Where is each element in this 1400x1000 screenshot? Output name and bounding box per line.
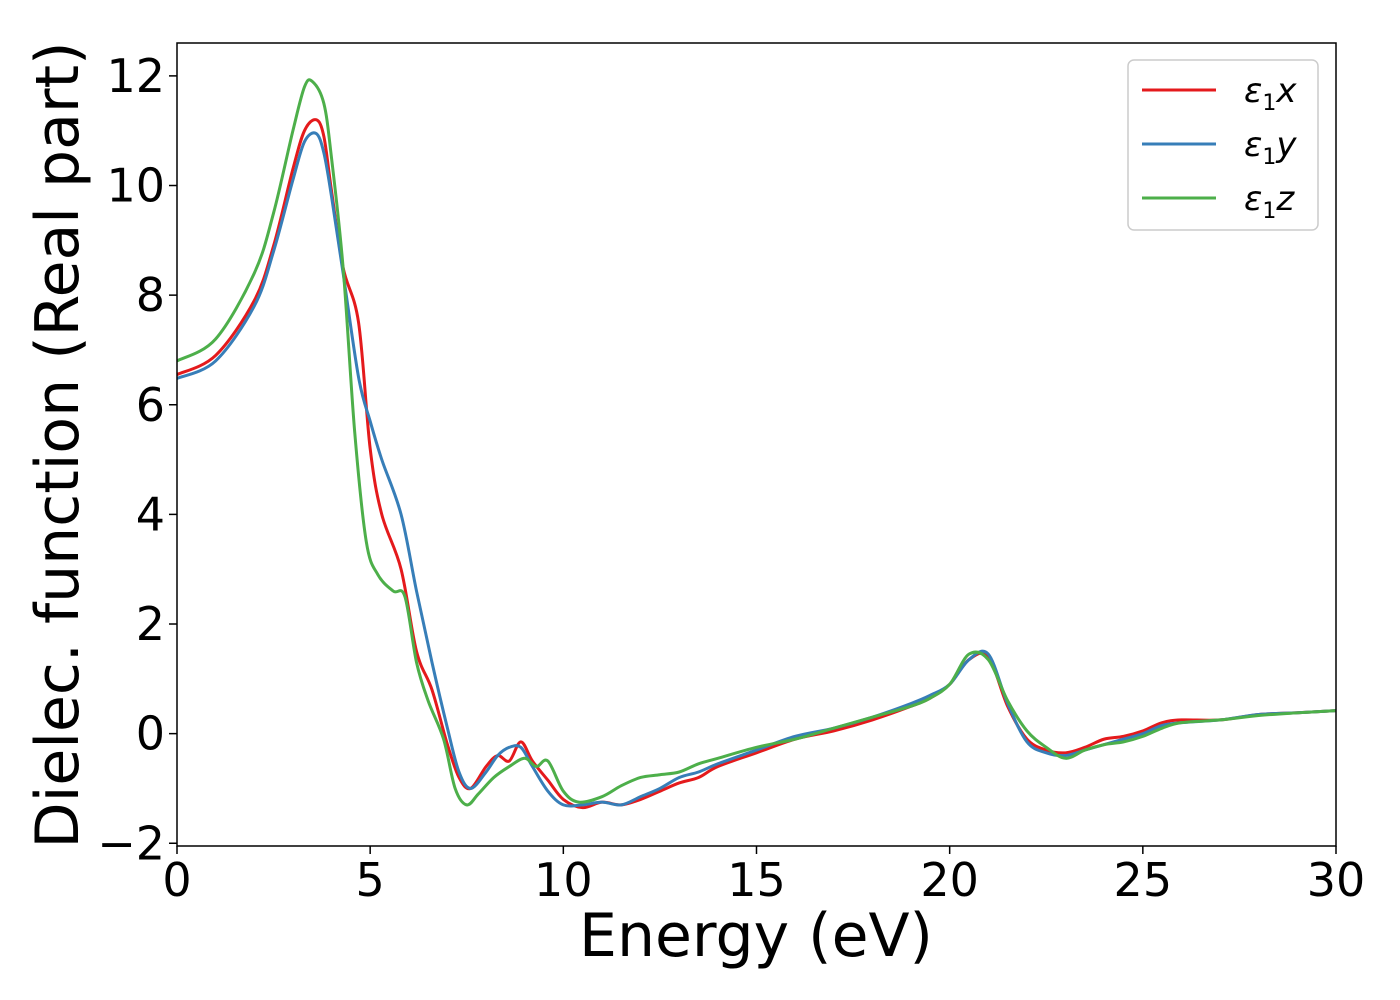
x-axis: 0 5 10 15 20 25 30 — [162, 846, 1365, 907]
x-tick-label: 30 — [1307, 853, 1366, 907]
legend: ε1x ε1y ε1z — [1127, 59, 1319, 231]
series-layer — [177, 78, 1336, 810]
x-tick-label: 25 — [1114, 853, 1173, 907]
y-tick-label: 0 — [136, 707, 165, 761]
series-line-z — [177, 78, 1336, 807]
y-tick-label: 6 — [136, 378, 165, 432]
legend-label-y: ε1y — [1244, 125, 1297, 170]
legend-frame — [1127, 59, 1319, 231]
y-tick-label: 4 — [136, 487, 165, 541]
legend-label-x: ε1x — [1244, 71, 1297, 116]
y-tick-label: −2 — [97, 816, 165, 870]
x-tick-label: 20 — [920, 853, 979, 907]
x-tick-label: 10 — [534, 853, 593, 907]
y-tick-label: 10 — [106, 159, 165, 213]
y-tick-label: 2 — [136, 597, 165, 651]
y-tick-label: 8 — [136, 268, 165, 322]
y-axis-label: Dielec. function (Real part) — [23, 42, 93, 849]
x-tick-label: 0 — [162, 853, 191, 907]
series-line-y — [177, 131, 1336, 808]
x-axis-label: Energy (eV) — [579, 901, 933, 971]
legend-label-z: ε1z — [1244, 179, 1295, 224]
y-axis: −2 0 2 4 6 8 10 12 — [97, 49, 177, 870]
y-tick-label: 12 — [106, 49, 165, 103]
x-tick-label: 15 — [727, 853, 786, 907]
x-tick-label: 5 — [356, 853, 385, 907]
